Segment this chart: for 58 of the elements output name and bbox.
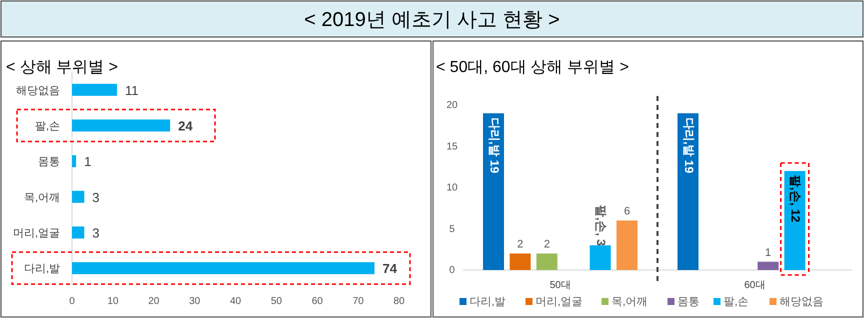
bar [590, 245, 611, 270]
bar [678, 113, 698, 270]
y-tick-label: 0 [449, 265, 456, 276]
y-tick-label: 10 [446, 182, 458, 194]
x-tick-label: 80 [393, 296, 405, 307]
x-tick-label: 60 [312, 296, 324, 307]
legend-label: 다리,발 [470, 296, 506, 308]
legend-label: 팔,손 [724, 296, 749, 308]
data-label: 24 [178, 118, 194, 134]
data-label: 다리,발 19 [682, 117, 696, 174]
legend-label: 목,어깨 [612, 296, 648, 308]
x-tick-label: 50 [270, 296, 282, 307]
y-tick-label: 머리,얼굴 [12, 228, 60, 240]
chart-subtitle: < 상해 부위별 > [6, 59, 118, 76]
x-tick-label: 0 [69, 296, 76, 307]
y-tick-label: 목,어깨 [24, 192, 60, 204]
data-label: 1 [84, 154, 92, 170]
y-tick-label: 15 [446, 141, 458, 152]
y-tick-label: 다리,발 [24, 263, 60, 276]
y-tick-label: 팔,손 [34, 120, 60, 132]
y-tick-label: 5 [449, 224, 456, 235]
legend-label: 몸통 [678, 296, 700, 308]
data-label: 2 [544, 238, 550, 250]
bar [72, 190, 84, 203]
bar [616, 220, 638, 270]
x-tick-label: 60대 [744, 280, 766, 291]
legend-label: 해당없음 [780, 296, 824, 308]
y-tick-label: 몸통 [38, 156, 60, 168]
bar [72, 226, 84, 238]
bar [72, 120, 170, 132]
x-tick-label: 50대 [550, 280, 571, 291]
data-label: 74 [382, 261, 398, 276]
data-label: 3 [92, 226, 100, 240]
bar [72, 262, 374, 274]
data-label: 11 [124, 82, 138, 98]
x-tick-label: 10 [107, 296, 119, 307]
legend-label: 머리,얼굴 [536, 296, 583, 308]
bar [758, 262, 779, 270]
chart-title: < 2019년 예초기 사고 현황 > [304, 9, 560, 31]
data-label: 팔,손, 3 [594, 205, 608, 246]
bar [536, 254, 558, 270]
data-label: 2 [517, 238, 524, 250]
bar [72, 84, 117, 96]
bar [72, 155, 76, 168]
x-tick-label: 20 [148, 296, 160, 307]
data-label: 다리,발 19 [487, 117, 502, 174]
x-tick-label: 70 [352, 296, 364, 307]
bar [510, 254, 531, 270]
data-label: 6 [624, 206, 630, 218]
data-label: 3 [92, 190, 100, 205]
y-tick-label: 20 [446, 100, 458, 111]
bar [483, 113, 504, 270]
data-label: 1 [765, 246, 772, 259]
data-label: 팔,손, 12 [788, 175, 803, 223]
y-tick-label: 해당없음 [16, 84, 60, 97]
chart-title: < 50대, 60대 상해 부위별 > [436, 59, 629, 76]
x-tick-label: 30 [189, 296, 201, 307]
x-tick-label: 40 [230, 296, 242, 307]
